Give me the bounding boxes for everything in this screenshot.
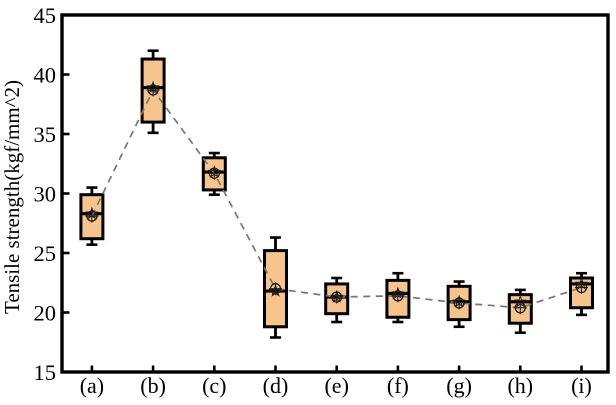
y-tick-label: 40 — [34, 62, 57, 87]
y-tick-label: 15 — [34, 360, 57, 385]
x-tick-label: (d) — [263, 373, 289, 398]
x-tick-label: (e) — [324, 373, 348, 398]
x-tick-label: (f) — [387, 373, 409, 398]
y-tick-label: 45 — [34, 3, 57, 28]
x-tick-label: (a) — [80, 373, 104, 398]
x-tick-label: (g) — [446, 373, 472, 398]
x-tick-label: (h) — [507, 373, 533, 398]
y-axis-title: Tensile strength(kgf/mm^2) — [0, 80, 24, 314]
y-tick-label: 20 — [34, 300, 57, 325]
x-tick-label: (c) — [202, 373, 226, 398]
x-tick-label: (b) — [140, 373, 166, 398]
y-tick-label: 25 — [34, 241, 57, 266]
x-tick-label: (i) — [571, 373, 592, 398]
y-tick-label: 30 — [34, 181, 57, 206]
y-tick-label: 35 — [34, 122, 57, 147]
